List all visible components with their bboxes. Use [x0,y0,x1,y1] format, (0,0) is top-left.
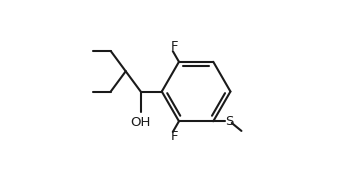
Text: F: F [171,130,178,143]
Text: F: F [171,40,178,53]
Text: S: S [225,115,234,128]
Text: OH: OH [131,116,151,129]
